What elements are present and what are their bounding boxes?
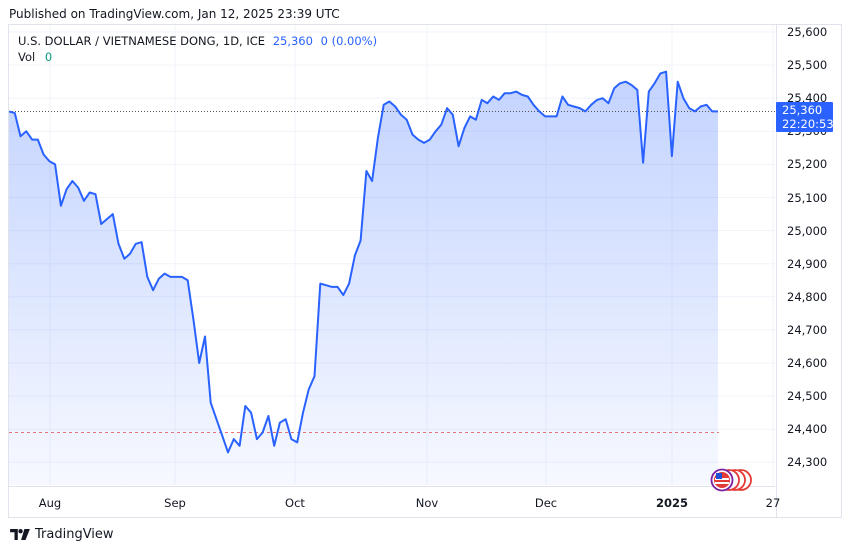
price-line	[9, 70, 718, 454]
price-change: 0 (0.00%)	[320, 34, 378, 48]
price-tick: 25,500	[787, 58, 828, 73]
price-tick: 25,600	[787, 25, 828, 39]
price-tick: 24,400	[787, 422, 828, 437]
chart-legend: U.S. DOLLAR / VIETNAMESE DONG, 1D, ICE 2…	[18, 33, 377, 65]
volume-label[interactable]: Vol	[18, 50, 36, 64]
brand-name: TradingView	[35, 527, 114, 542]
price-tick: 24,900	[787, 256, 828, 271]
tradingview-brand[interactable]: TradingView	[10, 527, 114, 542]
chart-frame	[8, 24, 842, 518]
bar-countdown: 22:20:53	[782, 117, 834, 131]
tradingview-logo-icon	[10, 529, 30, 540]
price-area-fill	[9, 71, 718, 485]
price-tick: 25,200	[787, 157, 828, 172]
price-axis[interactable]: 25,60025,50025,40025,30025,20025,10025,0…	[776, 25, 842, 517]
time-tick: Aug	[38, 496, 62, 510]
current-price-label: 25,360 22:20:53	[776, 102, 834, 132]
symbol-title[interactable]: U.S. DOLLAR / VIETNAMESE DONG, 1D, ICE	[18, 34, 266, 48]
last-price: 25,360	[272, 34, 313, 48]
published-caption: Published on TradingView.com, Jan 12, 20…	[9, 7, 340, 21]
time-axis[interactable]: Aug Sep Oct Nov Dec 2025 27	[9, 486, 780, 518]
price-tick: 24,500	[787, 389, 828, 404]
us-flag-event-icon	[710, 468, 752, 492]
time-tick: Sep	[164, 496, 186, 510]
time-tick: 27	[765, 496, 781, 510]
price-tick: 25,400	[787, 91, 828, 106]
time-tick: Oct	[285, 496, 305, 510]
event-flags[interactable]	[707, 467, 753, 497]
price-tick: 24,700	[787, 322, 828, 337]
price-area-chart	[9, 25, 775, 485]
time-tick: Nov	[415, 496, 439, 510]
price-tick: 25,000	[787, 223, 828, 238]
price-tick: 25,100	[787, 190, 828, 205]
current-price-value: 25,360	[782, 103, 823, 117]
volume-value: 0	[44, 50, 53, 64]
time-tick: Dec	[534, 496, 558, 510]
price-tick: 24,300	[787, 455, 828, 470]
time-tick: 2025	[655, 496, 689, 510]
chart-plot-area[interactable]	[9, 25, 775, 485]
price-tick: 24,600	[787, 356, 828, 370]
price-tick: 24,800	[787, 289, 828, 304]
